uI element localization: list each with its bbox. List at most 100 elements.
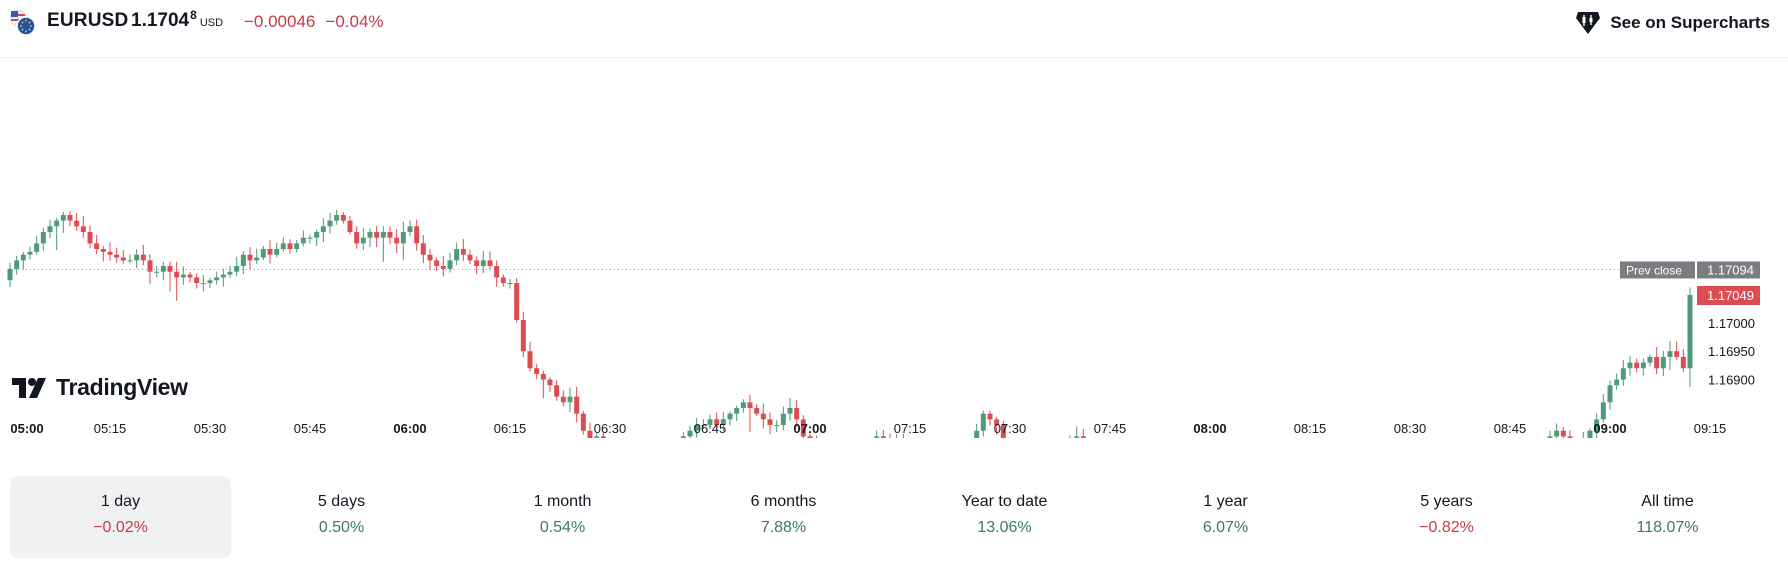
candle [74,213,80,231]
time-axis-label: 06:15 [494,421,527,436]
candle [467,249,473,265]
candle [680,432,686,438]
candle-body [447,260,453,269]
period-change: −0.82% [1419,519,1474,536]
last-price-bg [1697,286,1760,306]
candle [734,405,740,421]
candle-body [480,260,486,267]
candle-body [1594,419,1600,431]
candle-body [454,249,460,261]
candle-body [140,254,146,261]
last-price-badge: 1.17049 [1697,286,1760,306]
candle-body [740,402,746,408]
period-5-years[interactable]: 5 years −0.82% [1336,476,1557,558]
candle [547,377,553,392]
candle [454,242,460,266]
candle-body [774,425,780,427]
candle [774,420,780,433]
candle-body [120,257,126,261]
candle [234,256,240,277]
candle-body [800,419,806,437]
candle [700,419,706,429]
candle-body [1547,436,1553,438]
candle-body [734,408,740,414]
candle [1554,423,1560,438]
candle [574,386,580,423]
candle [127,254,133,264]
candle [314,229,320,246]
candle [387,226,393,244]
time-axis-label: 09:15 [1694,421,1727,436]
candle [340,212,346,224]
see-on-supercharts-link[interactable]: See on Supercharts [1574,9,1770,37]
candle [1667,341,1673,371]
candle [480,250,486,274]
candle-body [87,231,93,244]
candle-body [287,243,293,250]
candle-body [340,214,346,221]
candle [534,364,540,380]
candle-body [320,226,326,232]
candle-body [94,243,100,250]
candle [760,403,766,429]
candle-body [1640,362,1646,369]
candle [320,218,326,242]
candle [1607,380,1613,410]
candle-body [427,254,433,261]
period-1-month[interactable]: 1 month 0.54% [452,476,673,558]
candle-body [247,254,253,261]
candlestick-chart[interactable]: 1.16900 1.16950 1.17000 Prev close 1.17094 1.… [0,58,1788,438]
candle-body [54,220,60,227]
candle [160,261,166,280]
period-label: 5 years [1420,493,1473,510]
period-all-time[interactable]: All time 118.07% [1557,476,1778,558]
price-axis-label: 1.16900 [1708,373,1755,388]
candle-body [1660,356,1666,369]
candle [494,260,500,287]
candle [1587,428,1593,438]
candle [174,261,180,301]
candle-body [14,260,20,269]
period-1-day[interactable]: 1 day −0.02% [10,476,231,558]
candle [1614,373,1620,390]
candle-body [534,368,540,374]
candle [874,430,880,438]
candle-body [547,379,553,386]
period-6-months[interactable]: 6 months 7.88% [673,476,894,558]
candle-body [387,231,393,238]
candle-body [587,430,593,438]
candle [896,434,898,438]
time-axis-label: 05:15 [94,421,127,436]
candle-body [794,408,800,420]
candle-body [567,396,573,403]
period-5-days[interactable]: 5 days 0.50% [231,476,452,558]
candle-body [707,419,713,426]
candle [1594,413,1600,438]
candle-body [200,283,206,285]
candle-body [7,268,13,281]
candle [974,423,980,438]
candle-body [1560,430,1566,437]
candle [294,239,300,253]
prev-close-label-bg [1620,261,1695,279]
candle-body [254,257,260,261]
candle-body [234,266,240,272]
candle [400,221,406,261]
period-1-year[interactable]: 1 year 6.07% [1115,476,1336,558]
period-year-to-date[interactable]: Year to date 13.06% [894,476,1115,558]
candle [347,215,353,235]
candle-body [1667,351,1673,357]
candle [227,265,233,278]
tradingview-logo[interactable]: TradingView [12,374,188,401]
candle-body [300,237,306,244]
prev-close-value: 1.17094 [1707,262,1754,277]
candle-body [334,214,340,221]
candle-body [40,231,46,244]
candle-body [407,226,413,232]
candle-body [1634,362,1640,369]
candle-body [440,266,446,269]
candle-body [60,214,66,221]
candle-body [374,231,380,238]
candle-body [100,249,106,252]
candle [380,226,386,262]
